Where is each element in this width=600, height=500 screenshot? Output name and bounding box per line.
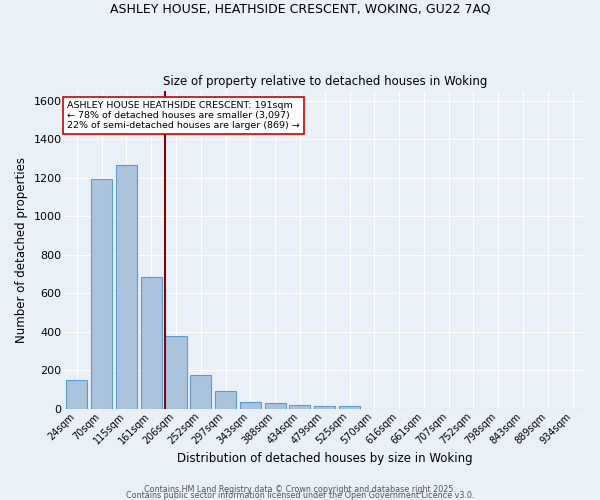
Y-axis label: Number of detached properties: Number of detached properties — [15, 157, 28, 343]
Title: Size of property relative to detached houses in Woking: Size of property relative to detached ho… — [163, 76, 487, 88]
Bar — [166, 336, 187, 408]
Bar — [67, 380, 88, 408]
Bar — [116, 165, 137, 408]
Bar — [240, 402, 261, 408]
Text: Contains HM Land Registry data © Crown copyright and database right 2025.: Contains HM Land Registry data © Crown c… — [144, 484, 456, 494]
Bar — [289, 405, 310, 408]
Bar — [190, 375, 211, 408]
Bar — [265, 403, 286, 408]
Text: Contains public sector information licensed under the Open Government Licence v3: Contains public sector information licen… — [126, 490, 474, 500]
Bar — [215, 392, 236, 408]
Bar — [314, 406, 335, 408]
Bar — [339, 406, 360, 408]
Bar — [140, 277, 162, 408]
Text: ASHLEY HOUSE, HEATHSIDE CRESCENT, WOKING, GU22 7AQ: ASHLEY HOUSE, HEATHSIDE CRESCENT, WOKING… — [110, 2, 490, 16]
Text: ASHLEY HOUSE HEATHSIDE CRESCENT: 191sqm
← 78% of detached houses are smaller (3,: ASHLEY HOUSE HEATHSIDE CRESCENT: 191sqm … — [67, 100, 300, 130]
Bar — [91, 178, 112, 408]
X-axis label: Distribution of detached houses by size in Woking: Distribution of detached houses by size … — [177, 452, 473, 465]
